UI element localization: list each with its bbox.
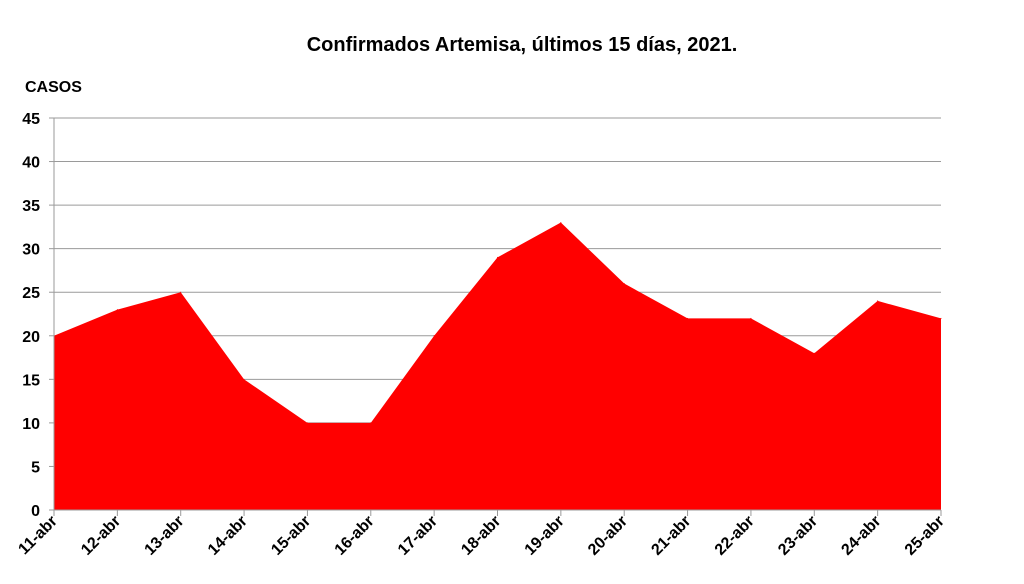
x-tick-label: 14-abr [205,513,251,559]
x-tick-label: 22-abr [712,513,758,559]
x-tick-labels: 11-abr 12-abr 13-abr 14-abr 15-abr 16-abr 17-a… [15,513,947,559]
data-point-20-abr [623,283,625,285]
x-tick-label: 19-abr [522,513,568,559]
x-tick-label: 20-abr [585,513,631,559]
x-tick-label: 15-abr [268,513,314,559]
data-point-17-abr [433,335,435,337]
y-tick-label: 40 [22,155,40,172]
x-tick-label: 25-abr [902,513,948,559]
x-tick-label: 21-abr [648,513,694,559]
data-point-21-abr [687,317,689,319]
y-tick-label: 45 [22,111,40,128]
y-tick-labels: 0 5 10 15 20 25 30 35 40 45 [22,111,40,520]
data-point-12-abr [116,309,118,311]
y-tick-label: 20 [22,329,40,346]
x-tick-label: 17-abr [395,513,441,559]
chart-title: Confirmados Artemisa, últimos 15 días, 2… [307,34,738,56]
data-point-15-abr [306,422,308,424]
y-tick-label: 10 [22,416,40,433]
x-tick-label: 24-abr [838,513,884,559]
y-tick-label: 35 [22,198,40,215]
y-tick-label: 30 [22,242,40,259]
y-tick-label: 5 [31,459,40,476]
y-tick-label: 25 [22,285,40,302]
y-tick-label: 0 [31,503,40,520]
data-point-25-abr [940,317,942,319]
axes [49,117,942,516]
y-axis-label: CASOS [25,79,82,96]
data-point-18-abr [497,256,498,258]
y-tick-label: 15 [22,372,40,389]
x-tick-label: 23-abr [775,513,821,559]
x-tick-label: 16-abr [332,513,378,559]
data-point-19-abr [560,222,562,224]
x-tick-label: 12-abr [78,513,124,559]
data-point-16-abr [370,422,372,424]
data-point-14-abr [243,378,245,380]
area-series [53,222,942,511]
data-point-13-abr [180,291,182,293]
data-point-24-abr [877,300,879,302]
x-tick-label: 13-abr [142,513,188,559]
x-tick-label: 18-abr [458,513,504,559]
area-fill [54,222,941,511]
data-point-22-abr [750,317,752,319]
data-point-23-abr [813,352,815,354]
